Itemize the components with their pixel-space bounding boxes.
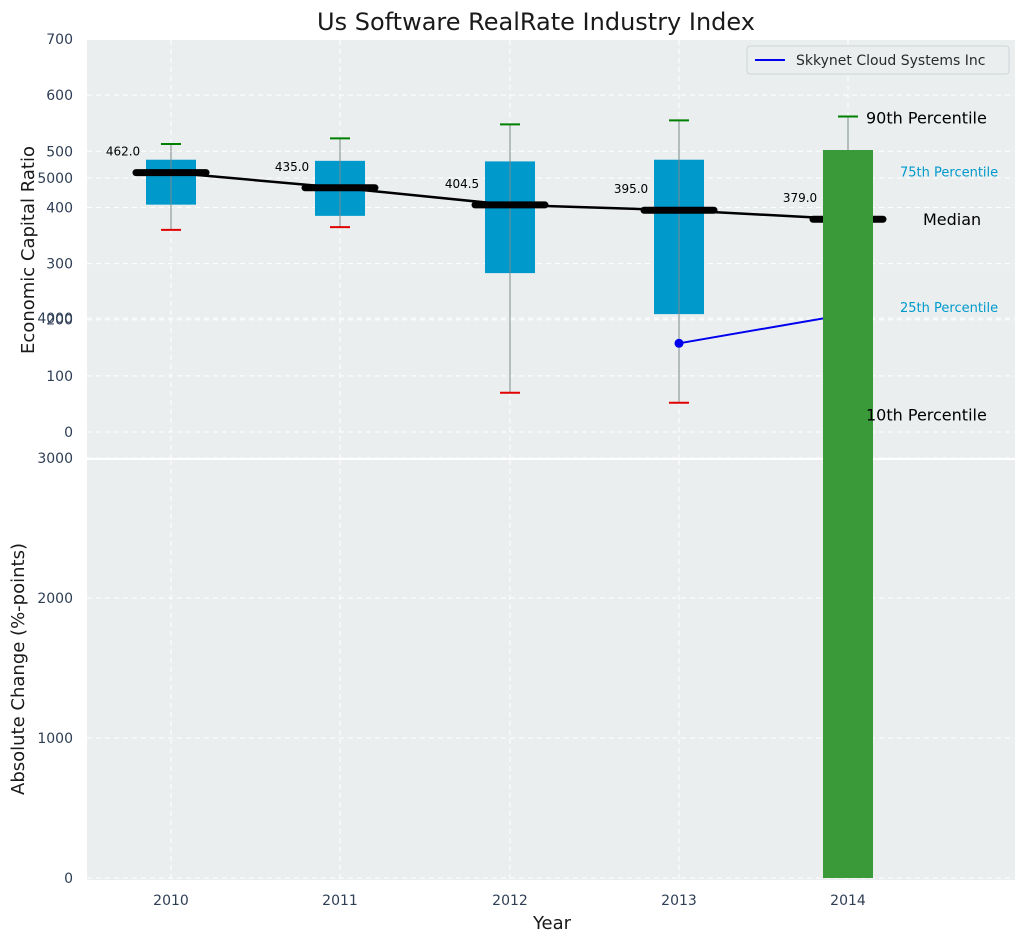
change-bar [823, 150, 873, 878]
p25-annotation: 25th Percentile [900, 301, 998, 316]
p10-annotation: 10th Percentile [866, 405, 987, 424]
tick-labels: 2010 2011 2012 2013 2014 0 100 200 300 400 500 600 7… [37, 32, 866, 909]
company-series-line [678, 313, 849, 345]
bar-layer [823, 150, 873, 878]
bottom-y-axis-label: Absolute Change (%-points) [8, 543, 29, 795]
x-tick-label: 2011 [322, 893, 358, 909]
top-y-tick-label: 600 [46, 88, 73, 104]
top-y-tick-label: 500 [46, 144, 73, 160]
median-value-label: 462.0 [106, 145, 140, 159]
percentile-annotations: 90th Percentile 75th Percentile Median 25th… [866, 108, 998, 424]
x-tick-label: 2012 [492, 893, 528, 909]
top-y-tick-label: 100 [46, 369, 73, 385]
top-y-tick-label: 700 [46, 32, 73, 48]
median-annotation: Median [923, 210, 981, 229]
bottom-y-tick-label: 0 [64, 871, 73, 887]
p75-annotation: 75th Percentile [900, 166, 998, 181]
bottom-y-tick-label: 5000 [37, 171, 73, 187]
x-tick-label: 2013 [661, 893, 697, 909]
median-trend-line [170, 171, 849, 221]
median-value-label: 435.0 [275, 160, 309, 174]
legend-box [746, 45, 1010, 75]
legend-entry-company: Skkynet Cloud Systems Inc [796, 53, 985, 69]
legend: Skkynet Cloud Systems Inc [746, 45, 1010, 75]
top-plot-background [87, 40, 1015, 458]
median-value-label: 379.0 [783, 191, 817, 205]
median-value-label: 404.5 [445, 177, 479, 191]
x-tick-label: 2014 [830, 893, 866, 909]
x-axis-label: Year [532, 913, 572, 934]
bottom-y-tick-label: 4000 [37, 311, 73, 327]
chart-title: Us Software RealRate Industry Index [317, 8, 755, 36]
top-y-tick-label: 0 [64, 425, 73, 441]
top-y-axis-label: Economic Capital Ratio [18, 146, 39, 354]
bottom-y-tick-label: 2000 [37, 591, 73, 607]
top-y-tick-label: 300 [46, 257, 73, 273]
bottom-plot-background [87, 460, 1015, 880]
x-tick-label: 2010 [153, 893, 189, 909]
top-y-tick-label: 400 [46, 200, 73, 216]
median-value-label: 395.0 [614, 182, 648, 196]
bottom-y-tick-label: 1000 [37, 731, 73, 747]
bottom-y-tick-label: 3000 [37, 451, 73, 467]
company-series-point [674, 338, 684, 348]
p90-annotation: 90th Percentile [866, 108, 987, 127]
top-y-tick-label: 200 [46, 313, 73, 329]
